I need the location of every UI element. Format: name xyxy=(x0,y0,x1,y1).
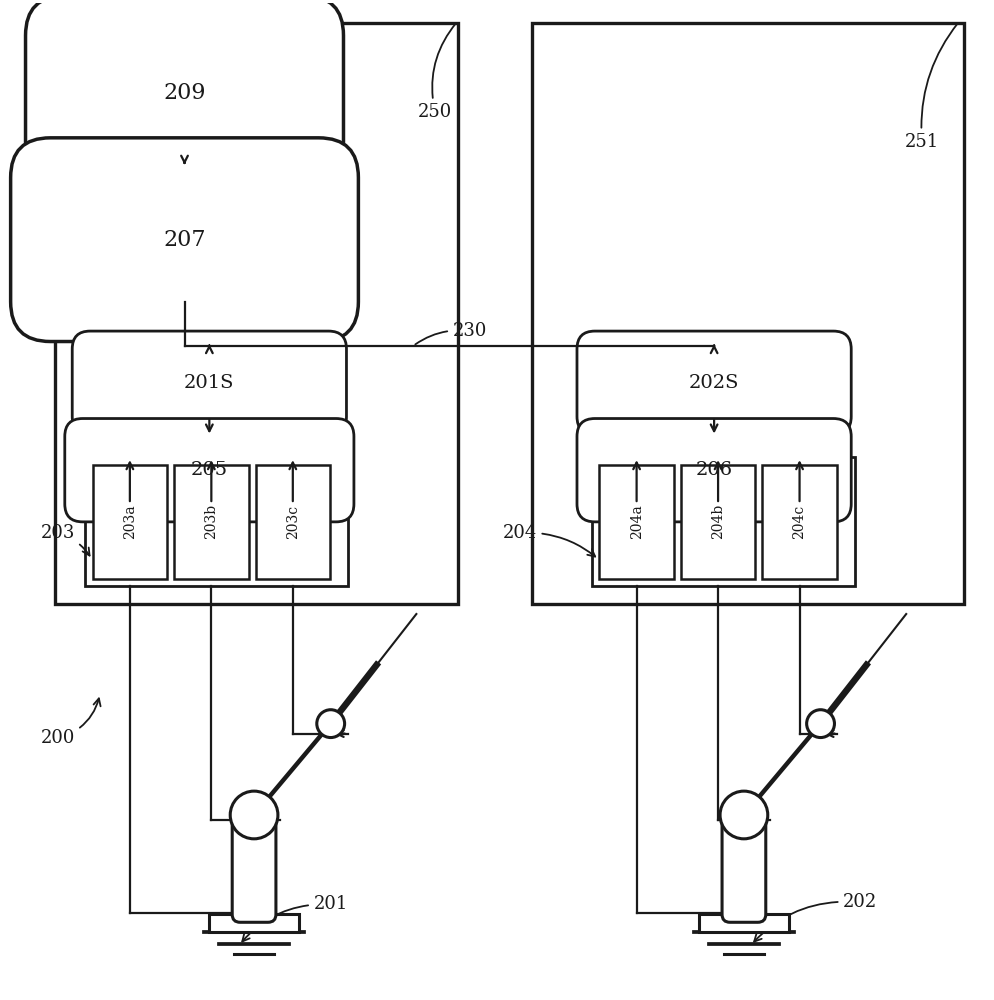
Text: 203b: 203b xyxy=(204,504,218,539)
Text: 201: 201 xyxy=(242,895,348,941)
FancyBboxPatch shape xyxy=(11,138,358,342)
Text: 202S: 202S xyxy=(688,374,739,392)
Bar xyxy=(255,465,330,579)
Text: 204c: 204c xyxy=(792,505,806,539)
Bar xyxy=(761,465,836,579)
Text: 250: 250 xyxy=(417,23,455,121)
Text: 203c: 203c xyxy=(285,505,299,539)
Bar xyxy=(174,465,248,579)
FancyBboxPatch shape xyxy=(73,331,346,434)
Circle shape xyxy=(230,791,277,839)
Bar xyxy=(699,914,788,932)
Circle shape xyxy=(720,791,767,839)
Text: 207: 207 xyxy=(163,229,206,251)
Bar xyxy=(532,23,963,604)
Text: 209: 209 xyxy=(163,82,206,104)
Text: 204a: 204a xyxy=(629,504,643,539)
Bar xyxy=(598,465,673,579)
FancyBboxPatch shape xyxy=(577,419,851,522)
Text: 204: 204 xyxy=(502,524,594,557)
Bar xyxy=(209,914,298,932)
Bar xyxy=(591,457,854,586)
Bar xyxy=(680,465,754,579)
Text: 201S: 201S xyxy=(184,374,235,392)
Text: 200: 200 xyxy=(41,698,100,747)
Text: 203: 203 xyxy=(41,524,89,556)
Text: 205: 205 xyxy=(191,461,228,479)
Circle shape xyxy=(316,710,344,738)
FancyBboxPatch shape xyxy=(232,807,275,922)
FancyBboxPatch shape xyxy=(65,419,354,522)
Text: 251: 251 xyxy=(904,23,957,151)
Bar xyxy=(56,23,457,604)
Text: 204b: 204b xyxy=(711,504,725,539)
Bar xyxy=(92,465,167,579)
FancyBboxPatch shape xyxy=(26,0,343,189)
Text: 230: 230 xyxy=(414,322,487,344)
Circle shape xyxy=(806,710,834,738)
Bar xyxy=(85,457,348,586)
Text: 202: 202 xyxy=(753,893,877,942)
FancyBboxPatch shape xyxy=(722,807,765,922)
Text: 203a: 203a xyxy=(122,505,137,539)
FancyBboxPatch shape xyxy=(577,331,851,434)
Text: 206: 206 xyxy=(695,461,732,479)
